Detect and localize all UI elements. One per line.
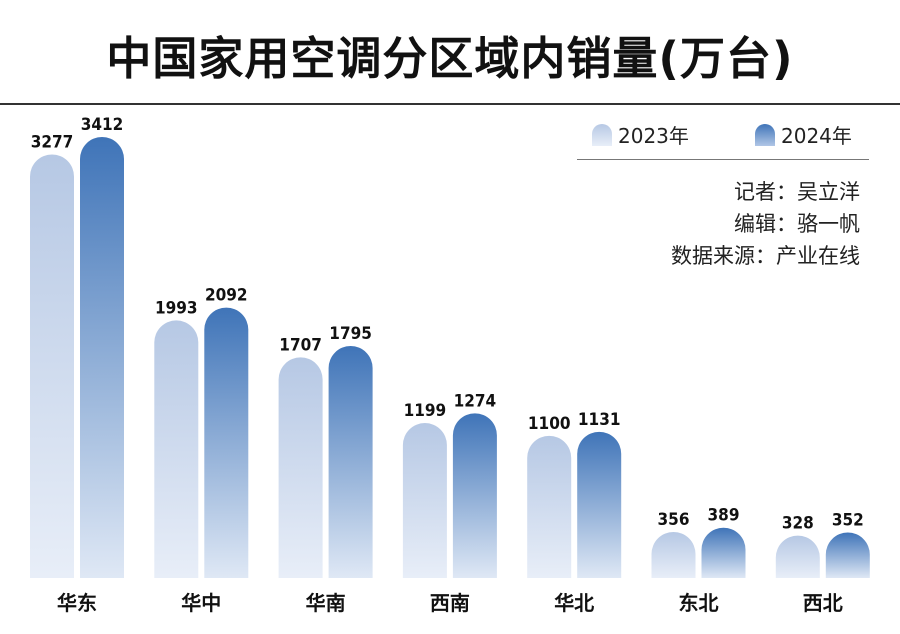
data-label: 1707 xyxy=(279,335,322,355)
bar-东北-2024年 xyxy=(701,527,746,578)
legend: 2023年 2024年 xyxy=(590,120,880,150)
chart-title: 中国家用空调分区域内销量(万台) xyxy=(106,32,794,85)
x-tick-label: 华北 xyxy=(554,591,594,615)
x-tick-label: 西南 xyxy=(430,591,470,615)
bar-东北-2023年 xyxy=(651,531,696,578)
data-label: 1199 xyxy=(404,401,447,421)
title-divider xyxy=(0,103,900,105)
legend-item-2023: 2023年 xyxy=(592,120,689,149)
credits: 记者：吴立洋 编辑：骆一帆 数据来源：产业在线 xyxy=(671,176,860,272)
data-label: 2092 xyxy=(205,286,248,306)
data-label: 1131 xyxy=(578,410,621,430)
bar-华中-2023年 xyxy=(154,320,199,578)
x-tick-label: 西北 xyxy=(803,591,843,615)
bar-华东-2024年 xyxy=(80,137,124,578)
legend-item-2024: 2024年 xyxy=(755,120,852,149)
editor-credit: 编辑：骆一帆 xyxy=(734,212,860,236)
x-tick-label: 华南 xyxy=(306,591,346,615)
x-tick-label: 华中 xyxy=(181,591,221,615)
data-label: 3412 xyxy=(81,115,124,135)
data-label: 328 xyxy=(782,514,814,534)
data-label: 389 xyxy=(708,506,740,526)
legend-swatch-2024 xyxy=(755,123,775,146)
data-label: 356 xyxy=(658,510,690,530)
data-label: 1274 xyxy=(454,391,497,411)
data-label: 3277 xyxy=(31,132,74,152)
reporter-credit: 记者：吴立洋 xyxy=(734,180,860,204)
bar-华北-2023年 xyxy=(527,435,572,578)
legend-divider xyxy=(577,159,869,160)
bar-华中-2024年 xyxy=(204,307,249,578)
bar-西南-2023年 xyxy=(402,423,447,578)
legend-label-2023: 2023年 xyxy=(618,124,689,148)
legend-label-2024: 2024年 xyxy=(781,124,852,148)
legend-swatch-2023 xyxy=(592,123,612,146)
bar-华北-2024年 xyxy=(577,431,622,578)
data-label: 1993 xyxy=(155,298,198,318)
bar-西北-2024年 xyxy=(825,532,870,578)
data-label: 352 xyxy=(832,511,864,531)
bar-华南-2023年 xyxy=(278,357,323,578)
bar-西北-2023年 xyxy=(775,535,820,578)
bar-西南-2024年 xyxy=(452,413,497,578)
x-tick-label: 东北 xyxy=(679,591,719,615)
bar-华东-2023年 xyxy=(30,154,74,578)
x-tick-label: 华东 xyxy=(57,591,97,615)
data-label: 1795 xyxy=(329,324,372,344)
data-label: 1100 xyxy=(528,414,571,434)
source-credit: 数据来源：产业在线 xyxy=(671,244,860,268)
bar-华南-2024年 xyxy=(328,345,373,578)
